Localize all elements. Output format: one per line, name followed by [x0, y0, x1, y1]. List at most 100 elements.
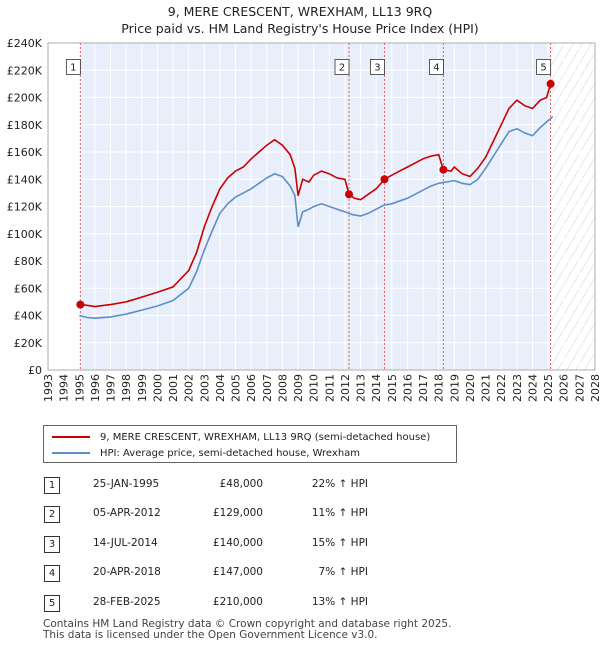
sale-marker-box: [370, 59, 385, 75]
y-tick-label: £220K: [7, 64, 43, 77]
sale-marker-label: 1: [70, 63, 76, 74]
x-tick-label: 2001: [167, 374, 180, 402]
x-tick-label: 2010: [308, 374, 321, 402]
sale-point: [439, 165, 448, 174]
y-tick-label: £0: [28, 364, 42, 377]
legend: 9, MERE CRESCENT, WREXHAM, LL13 9RQ (sem…: [43, 425, 457, 463]
sale-marker-label: 3: [374, 63, 380, 74]
chart-title: 9, MERE CRESCENT, WREXHAM, LL13 9RQ: [167, 4, 433, 19]
sale-point: [76, 300, 85, 309]
sale-marker-box: [536, 59, 552, 75]
x-tick-label: 2024: [526, 374, 539, 402]
sale-date: 28-FEB-2025: [93, 596, 161, 608]
x-tick-label: 2007: [261, 374, 274, 402]
x-tick-label: 2015: [386, 374, 399, 402]
sale-point: [380, 175, 389, 184]
x-tick-label: 2028: [589, 374, 600, 402]
x-tick-label: 2023: [511, 374, 524, 402]
sale-row: 2 05-APR-2012 £129,000 11% ↑ HPI: [43, 506, 463, 524]
footer-licence: This data is licensed under the Open Gov…: [43, 629, 378, 641]
x-tick-label: 2026: [558, 374, 571, 402]
x-tick-label: 2012: [339, 374, 352, 402]
legend-item-hpi: HPI: Average price, semi-detached house,…: [52, 446, 360, 460]
sale-marker-box: [65, 59, 81, 75]
x-tick-label: 1993: [42, 374, 55, 402]
y-tick-label: £60K: [14, 282, 43, 295]
plot-border: [47, 42, 596, 371]
x-tick-label: 1998: [120, 374, 133, 402]
y-tick-label: £160K: [7, 146, 43, 159]
x-tick-label: 2018: [433, 374, 446, 402]
sale-hpi-change: 13% ↑ HPI: [311, 596, 368, 608]
x-tick-label: 2002: [183, 374, 196, 402]
sale-row: 5 28-FEB-2025 £210,000 13% ↑ HPI: [43, 595, 463, 613]
x-tick-label: 2011: [323, 374, 336, 402]
sale-date: 05-APR-2012: [93, 507, 161, 519]
x-tick-label: 2005: [230, 374, 243, 402]
sale-price: £210,000: [212, 596, 263, 608]
legend-item-property: 9, MERE CRESCENT, WREXHAM, LL13 9RQ (sem…: [52, 430, 430, 444]
y-tick-label: £100K: [7, 228, 43, 241]
y-tick-label: £40K: [14, 310, 43, 323]
x-tick-label: 1996: [89, 374, 102, 402]
x-tick-label: 2025: [542, 374, 555, 402]
x-tick-label: 2014: [370, 374, 383, 402]
x-tick-label: 2013: [355, 374, 368, 402]
chart-subtitle: Price paid vs. HM Land Registry's House …: [121, 21, 479, 36]
x-tick-label: 1994: [58, 374, 71, 402]
x-tick-label: 2027: [573, 374, 586, 402]
y-tick-label: £20K: [14, 337, 43, 350]
hpi-series-line: [79, 115, 554, 320]
sale-date: 20-APR-2018: [93, 566, 161, 578]
y-tick-label: £80K: [14, 255, 43, 268]
legend-swatch-hpi: [52, 452, 90, 454]
sale-price: £129,000: [212, 507, 263, 519]
sale-hpi-change: 7% ↑ HPI: [318, 566, 368, 578]
sale-price: £48,000: [219, 478, 263, 490]
y-tick-label: £240K: [7, 37, 43, 50]
sale-marker-label: 2: [339, 63, 345, 74]
sale-number-badge: 3: [44, 536, 60, 553]
sale-price: £147,000: [212, 566, 263, 578]
legend-swatch-property: [52, 436, 90, 438]
sale-marker-box: [429, 59, 444, 75]
x-tick-label: 2008: [276, 374, 289, 402]
y-tick-label: £180K: [7, 119, 43, 132]
sale-row: 1 25-JAN-1995 £48,000 22% ↑ HPI: [43, 477, 463, 495]
sale-marker-label: 4: [433, 63, 439, 74]
x-tick-label: 2016: [401, 374, 414, 402]
x-tick-label: 2006: [245, 374, 258, 402]
sale-marker-label: 5: [540, 63, 546, 74]
sale-number-badge: 2: [44, 506, 60, 523]
sale-date: 25-JAN-1995: [93, 478, 160, 490]
footer: Contains HM Land Registry data © Crown c…: [43, 619, 451, 641]
sale-number-badge: 1: [44, 477, 60, 494]
sale-marker-box: [334, 59, 350, 75]
sale-hpi-change: 11% ↑ HPI: [311, 507, 368, 519]
x-tick-label: 1999: [136, 374, 149, 402]
sale-number-badge: 5: [44, 595, 60, 612]
sale-hpi-change: 15% ↑ HPI: [311, 537, 368, 549]
property-series-line: [80, 83, 552, 308]
x-tick-label: 2003: [198, 374, 211, 402]
x-tick-label: 2019: [448, 374, 461, 402]
x-tick-label: 2022: [495, 374, 508, 402]
x-tick-label: 2004: [214, 374, 227, 402]
y-tick-label: £120K: [7, 201, 43, 214]
x-tick-label: 2009: [292, 374, 305, 402]
price-chart: £0 £20K £40K £60K £80K £100K £120K £140K £160K £1…: [7, 37, 600, 402]
sale-price: £140,000: [212, 537, 263, 549]
legend-label-hpi: HPI: Average price, semi-detached house,…: [100, 447, 361, 459]
sale-hpi-change: 22% ↑ HPI: [311, 478, 368, 490]
x-tick-label: 2000: [151, 374, 164, 402]
sale-number-badge: 4: [44, 565, 60, 582]
x-tick-label: 2021: [480, 374, 493, 402]
y-tick-label: £200K: [7, 92, 43, 105]
x-tick-label: 2017: [417, 374, 430, 402]
sale-row: 4 20-APR-2018 £147,000 7% ↑ HPI: [43, 565, 463, 583]
sale-point: [546, 79, 555, 88]
x-tick-label: 2020: [464, 374, 477, 402]
footer-copyright: Contains HM Land Registry data © Crown c…: [43, 618, 452, 630]
x-tick-label: 1997: [105, 374, 118, 402]
sale-date: 14-JUL-2014: [93, 537, 158, 549]
